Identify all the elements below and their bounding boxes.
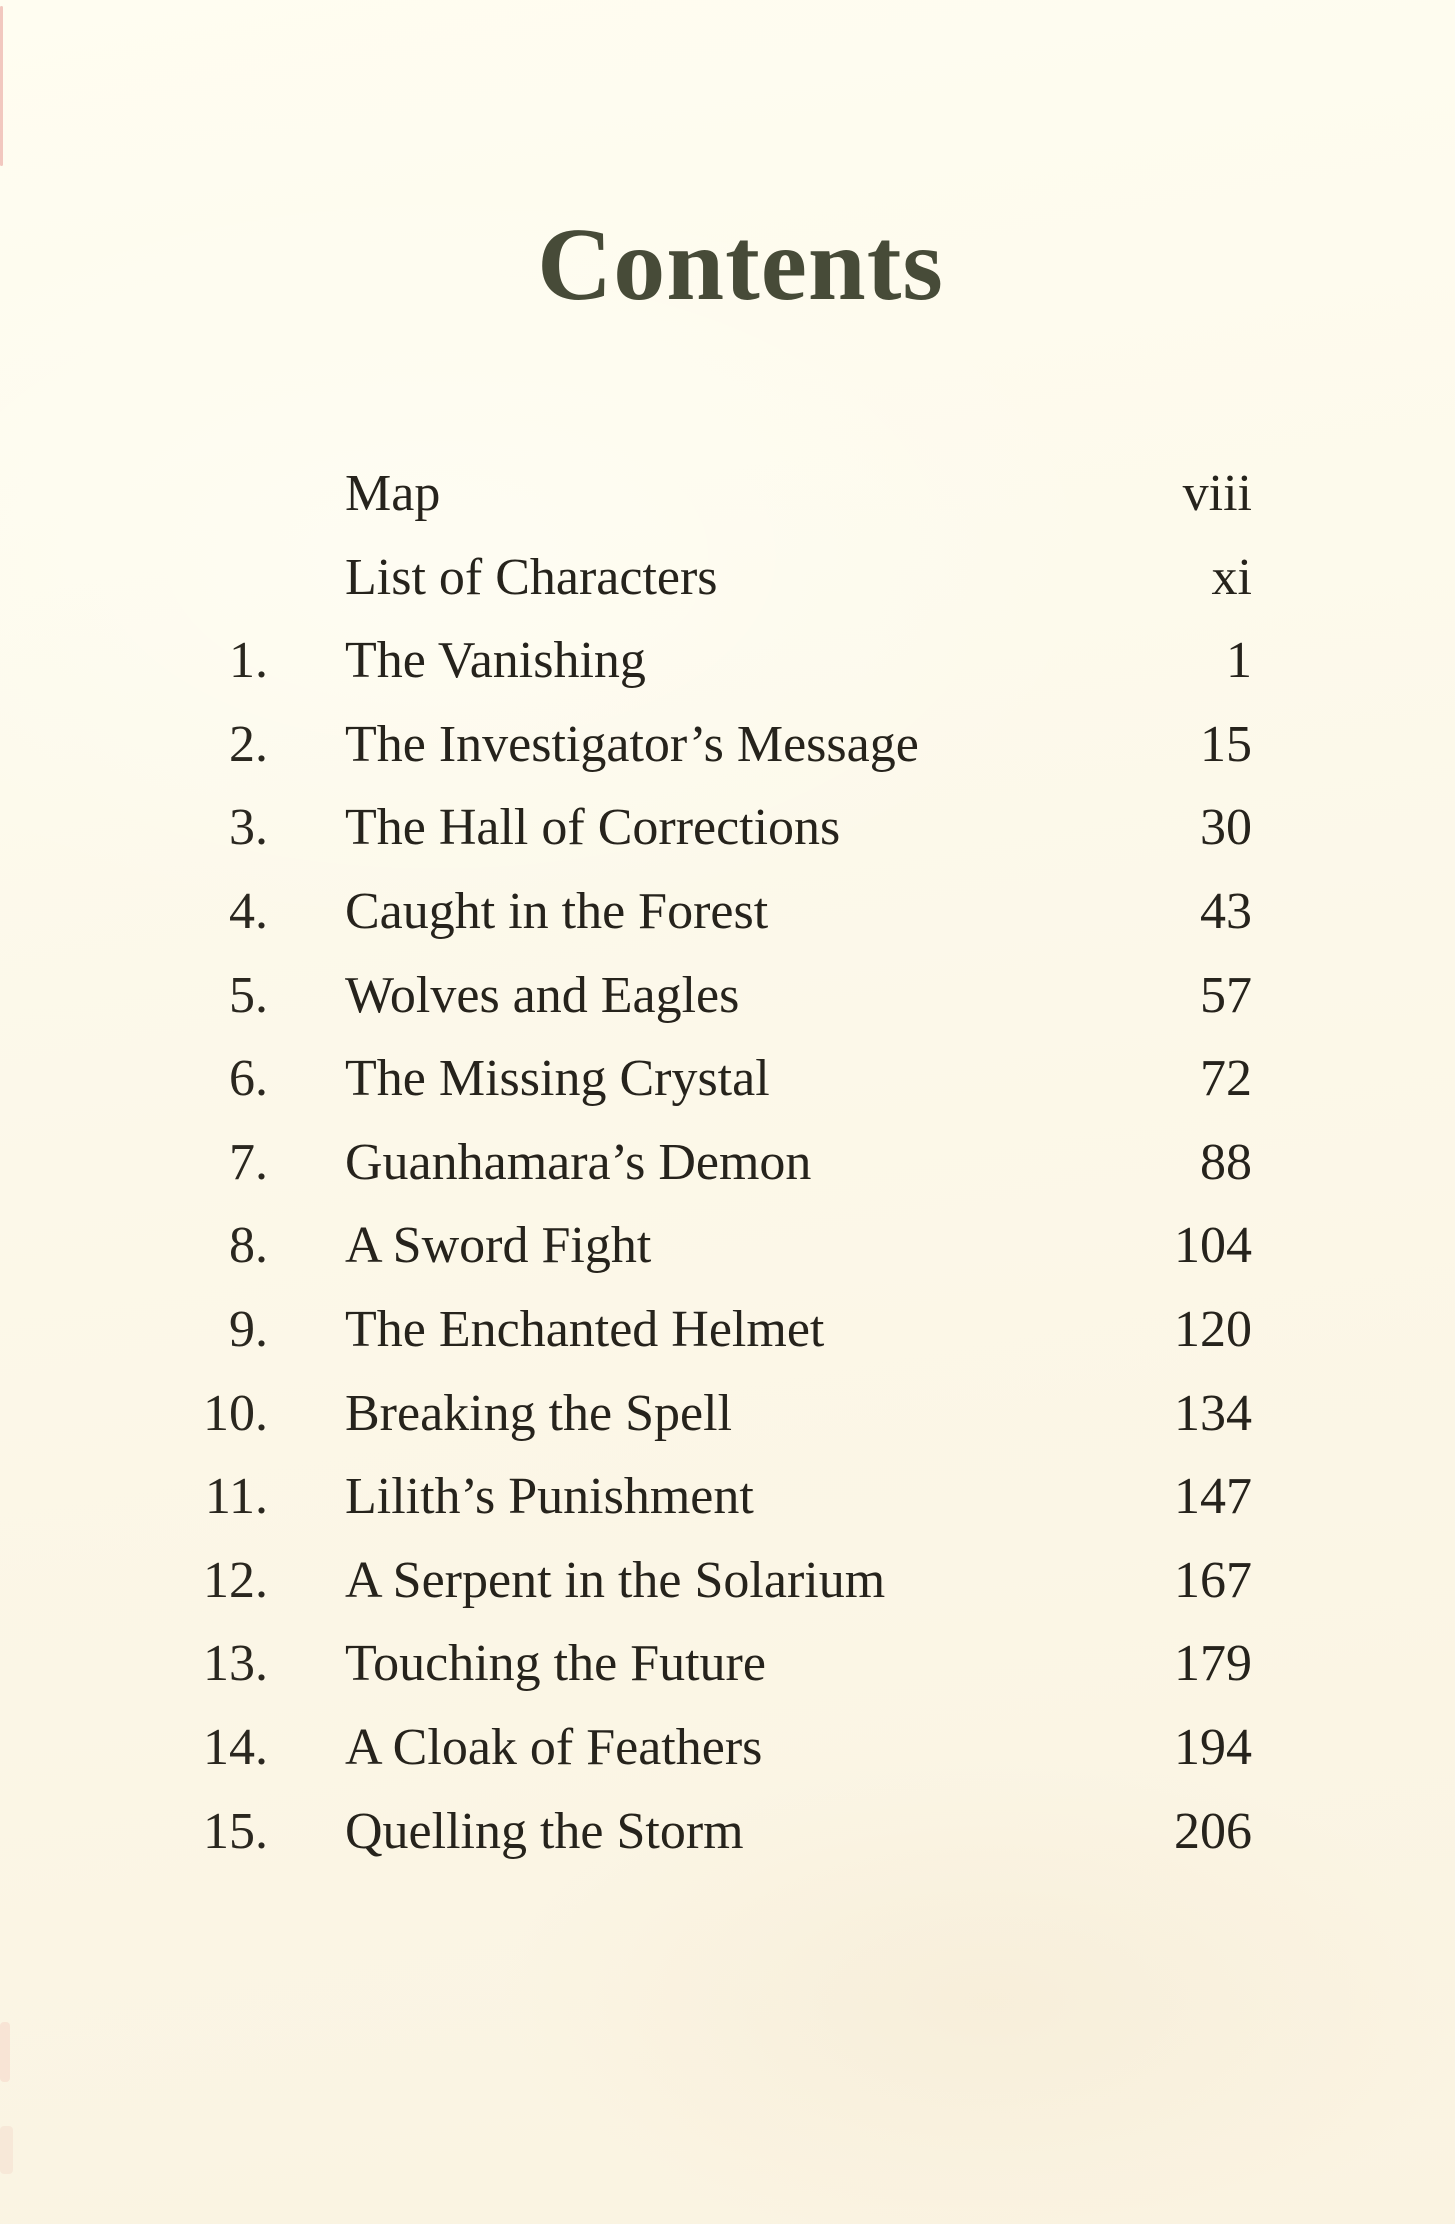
page-number: 1 (1226, 632, 1252, 690)
toc-front-matter-entry: Map viii (0, 452, 1455, 536)
chapter-number: 11. (204, 1468, 268, 1526)
chapter-number: 9. (229, 1300, 268, 1358)
chapter-number: 8. (229, 1217, 268, 1275)
toc-front-matter-entry: List of Characters xi (0, 536, 1455, 620)
toc-entry: 1. The Vanishing 1 (0, 619, 1455, 703)
toc-entry: 4. Caught in the Forest 43 (0, 870, 1455, 954)
chapter-title: List of Characters (345, 548, 718, 606)
page-number: 194 (1174, 1718, 1252, 1776)
chapter-number: 2. (229, 715, 268, 773)
toc-list: Map viii List of Characters xi 1. The Vanishi… (0, 452, 1455, 1873)
toc-entry: 11. Lilith’s Punishment 147 (0, 1455, 1455, 1539)
toc-entry: 13. Touching the Future 179 (0, 1622, 1455, 1706)
chapter-title: Touching the Future (345, 1635, 766, 1693)
chapter-title: Wolves and Eagles (345, 966, 740, 1024)
chapter-number: 3. (229, 799, 268, 857)
toc-entry: 9. The Enchanted Helmet 120 (0, 1288, 1455, 1372)
page-number: 147 (1174, 1468, 1252, 1526)
toc-entry: 2. The Investigator’s Message 15 (0, 703, 1455, 787)
page-number: 43 (1200, 882, 1252, 940)
chapter-title: Quelling the Storm (345, 1802, 744, 1860)
toc-entry: 5. Wolves and Eagles 57 (0, 954, 1455, 1038)
chapter-number: 14. (203, 1718, 268, 1776)
chapter-title: A Sword Fight (345, 1217, 652, 1275)
page-number: 104 (1174, 1217, 1252, 1275)
chapter-number: 15. (203, 1802, 268, 1860)
chapter-title: The Missing Crystal (345, 1050, 770, 1108)
chapter-title: Breaking the Spell (345, 1384, 733, 1442)
chapter-title: The Vanishing (345, 632, 646, 690)
chapter-title: Lilith’s Punishment (345, 1468, 754, 1526)
page-number: 72 (1200, 1050, 1252, 1108)
scan-artifact-top-left (0, 6, 3, 166)
page-number: 179 (1174, 1635, 1252, 1693)
chapter-number: 4. (229, 882, 268, 940)
toc-entry: 14. A Cloak of Feathers 194 (0, 1706, 1455, 1790)
chapter-number (0, 536, 268, 620)
chapter-title: A Serpent in the Solarium (345, 1551, 886, 1609)
chapter-number: 13. (203, 1635, 268, 1693)
chapter-title: The Investigator’s Message (345, 715, 919, 773)
page-number: xi (1211, 548, 1252, 606)
chapter-title: The Enchanted Helmet (345, 1300, 825, 1358)
chapter-title: Caught in the Forest (345, 882, 769, 940)
page-number: 206 (1174, 1802, 1252, 1860)
toc-entry: 10. Breaking the Spell 134 (0, 1372, 1455, 1456)
page-number: 15 (1200, 715, 1252, 773)
chapter-number: 1. (229, 632, 268, 690)
chapter-title: Guanhamara’s Demon (345, 1133, 812, 1191)
toc-entry: 6. The Missing Crystal 72 (0, 1037, 1455, 1121)
scan-artifact-bottom-left (0, 2126, 13, 2174)
page-number: 167 (1174, 1551, 1252, 1609)
page-number: viii (1182, 465, 1252, 522)
chapter-title: The Hall of Corrections (345, 799, 841, 857)
chapter-number: 5. (229, 966, 268, 1024)
toc-entry: 12. A Serpent in the Solarium 167 (0, 1539, 1455, 1623)
chapter-number: 10. (203, 1384, 268, 1442)
chapter-number: 12. (203, 1551, 268, 1609)
page-number: 57 (1200, 966, 1252, 1024)
page-title: Contents (537, 207, 944, 322)
page-number: 88 (1200, 1133, 1252, 1191)
toc-entry: 8. A Sword Fight 104 (0, 1204, 1455, 1288)
page-number: 30 (1200, 799, 1252, 857)
page-number: 134 (1174, 1384, 1252, 1442)
chapter-number (0, 452, 268, 536)
chapter-number: 6. (229, 1050, 268, 1108)
page-number: 120 (1174, 1300, 1252, 1358)
chapter-number: 7. (229, 1133, 268, 1191)
chapter-title: A Cloak of Feathers (345, 1718, 763, 1776)
toc-entry: 15. Quelling the Storm 206 (0, 1790, 1455, 1874)
toc-entry: 3. The Hall of Corrections 30 (0, 786, 1455, 870)
scan-artifact-bottom-left (0, 2022, 10, 2082)
toc-entry: 7. Guanhamara’s Demon 88 (0, 1121, 1455, 1205)
chapter-title: Map (345, 465, 441, 522)
